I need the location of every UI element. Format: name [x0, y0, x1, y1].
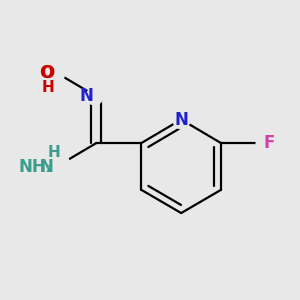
Text: O: O [39, 64, 54, 82]
Text: N: N [174, 110, 188, 128]
Text: F: F [264, 134, 275, 152]
Text: N: N [80, 87, 94, 105]
Text: O: O [40, 64, 55, 82]
Text: H: H [41, 80, 54, 95]
Text: N: N [40, 158, 54, 175]
Text: NH₂: NH₂ [19, 158, 54, 175]
Text: H: H [47, 145, 60, 160]
